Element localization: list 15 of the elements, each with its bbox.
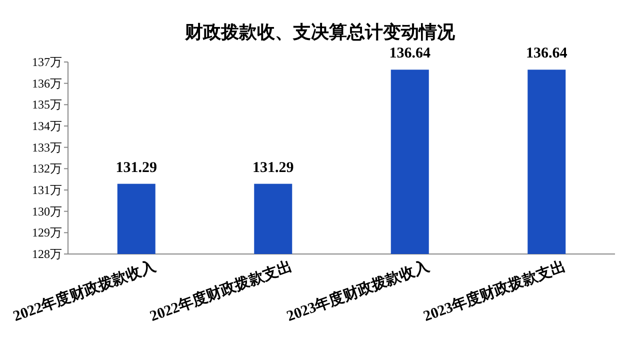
y-tick-label: 128万 [32, 247, 62, 261]
y-tick-label: 133万 [32, 140, 62, 154]
y-tick-label: 136万 [32, 76, 62, 90]
y-tick-label: 132万 [32, 162, 62, 176]
y-tick-label: 134万 [32, 119, 62, 133]
data-label: 131.29 [116, 160, 157, 176]
y-tick-label: 129万 [32, 226, 62, 240]
y-tick-label: 131万 [32, 183, 62, 197]
y-tick-label: 135万 [32, 98, 62, 112]
chart-title: 财政拨款收、支决算总计变动情况 [184, 22, 456, 42]
data-label: 136.64 [389, 46, 431, 62]
data-label: 136.64 [526, 46, 568, 62]
y-tick-label: 130万 [32, 204, 62, 218]
y-tick-label: 137万 [32, 55, 62, 69]
data-label: 131.29 [252, 160, 294, 176]
